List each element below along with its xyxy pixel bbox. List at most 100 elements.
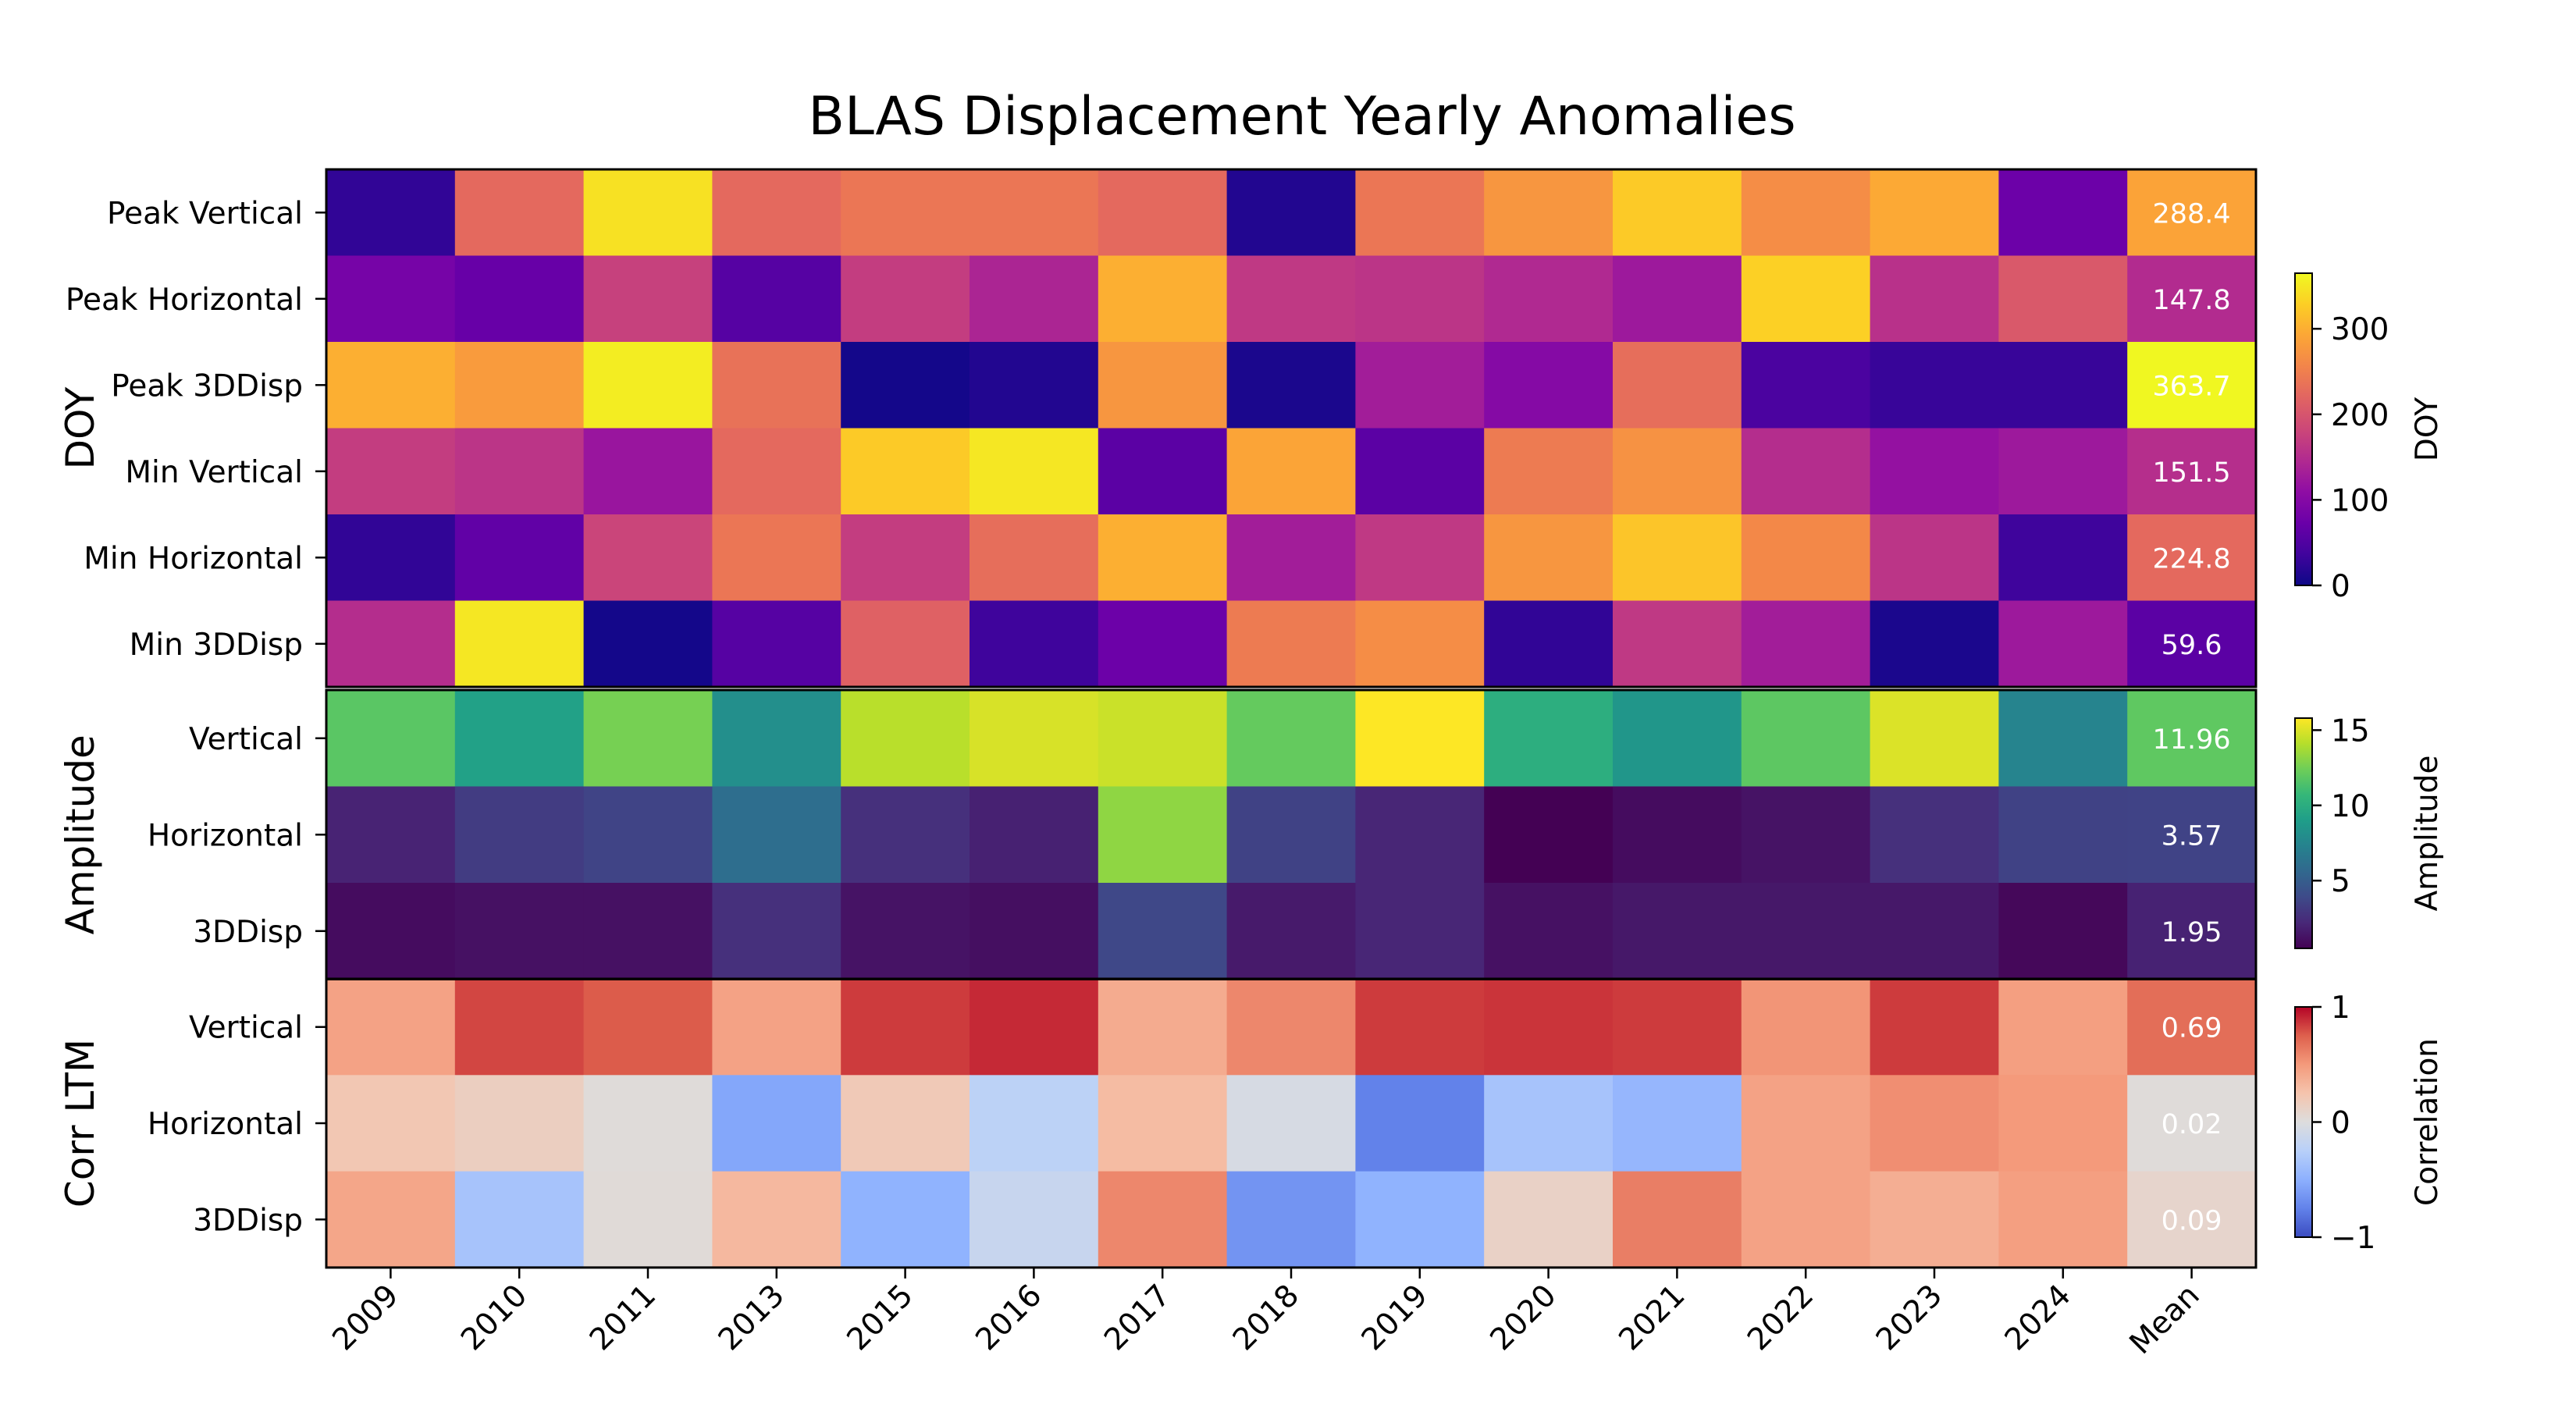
x-tick-label: 2021 (1612, 1278, 1692, 1357)
x-tick-label: 2022 (1741, 1278, 1820, 1357)
heatmap-cell (1226, 169, 1356, 257)
heatmap-cell (1998, 883, 2128, 980)
heatmap-cell (1613, 428, 1742, 515)
heatmap-cell (1098, 786, 1228, 884)
heatmap-cell (970, 883, 1099, 980)
heatmap-cell (1098, 342, 1228, 429)
heatmap-cell (841, 979, 970, 1076)
heatmap-cell (1098, 1171, 1228, 1268)
heatmap-cell (1355, 690, 1485, 788)
heatmap-cell (2127, 255, 2257, 343)
heatmap-cell (841, 786, 970, 884)
heatmap-cell (1226, 979, 1356, 1076)
heatmap-cell (1613, 1171, 1742, 1268)
heatmap-cell (712, 979, 841, 1076)
heatmap-cell (2127, 979, 2257, 1076)
heatmap-cell (1613, 786, 1742, 884)
colorbar-tick-label: 10 (2331, 789, 2370, 824)
heatmap-cell (1870, 600, 1999, 688)
heatmap-cell (1998, 1075, 2128, 1172)
heatmap-cell (326, 786, 456, 884)
colorbar-tick-label: 100 (2331, 483, 2389, 518)
heatmap-cell (454, 600, 585, 688)
heatmap-cell (1998, 979, 2128, 1076)
heatmap-cell (326, 690, 456, 788)
colorbar-label: DOY (2410, 397, 2445, 462)
heatmap-cell (1484, 169, 1614, 257)
heatmap-cell (326, 979, 456, 1076)
heatmap-cell (1613, 169, 1742, 257)
panel-label: Corr LTM (58, 1039, 103, 1208)
row-label: 3DDisp (193, 1203, 303, 1238)
heatmap-cell (841, 883, 970, 980)
row-label: Min Vertical (125, 455, 303, 490)
x-tick-label: 2013 (712, 1278, 792, 1357)
heatmap-cell (326, 514, 456, 602)
row-label: Vertical (189, 1011, 303, 1046)
colorbar-tick-label: 0 (2331, 569, 2350, 604)
heatmap-cell (583, 514, 713, 602)
cell-value-label: 363.7 (2152, 371, 2230, 402)
heatmap-cell (1870, 428, 1999, 515)
heatmap-cell (712, 428, 841, 515)
heatmap-cell (2127, 786, 2257, 884)
heatmap-cell (1613, 342, 1742, 429)
heatmap-cell (1484, 979, 1614, 1076)
colorbar-tick-label: 200 (2331, 398, 2389, 433)
heatmap-cell (1484, 690, 1614, 788)
x-tick-label: 2009 (326, 1278, 405, 1357)
heatmap-cell (1484, 600, 1614, 688)
heatmap-cell (1998, 600, 2128, 688)
heatmap-cell (841, 514, 970, 602)
heatmap-cell (583, 169, 713, 257)
heatmap-cell (1870, 169, 1999, 257)
colorbar (2294, 272, 2313, 586)
colorbar (2294, 717, 2313, 949)
heatmap-cell (454, 786, 585, 884)
row-label: 3DDisp (193, 915, 303, 950)
heatmap-cell (1741, 342, 1871, 429)
heatmap-cell (1741, 514, 1871, 602)
heatmap-cell (1741, 690, 1871, 788)
x-tick-label: 2019 (1355, 1278, 1435, 1357)
cell-value-label: 224.8 (2152, 543, 2230, 574)
cell-value-label: 0.69 (2161, 1013, 2222, 1044)
heatmap-cell (583, 342, 713, 429)
heatmap-cell (1355, 514, 1485, 602)
cell-value-label: 3.57 (2161, 820, 2222, 852)
heatmap-cell (841, 600, 970, 688)
heatmap-cell (970, 1171, 1099, 1268)
heatmap-cell (1741, 1171, 1871, 1268)
heatmap-cell (1098, 600, 1228, 688)
heatmap-cell (1741, 428, 1871, 515)
heatmap-cell (1870, 342, 1999, 429)
heatmap-cell (841, 342, 970, 429)
heatmap-cell (970, 1075, 1099, 1172)
heatmap-cell (841, 1171, 970, 1268)
heatmap-cell (454, 514, 585, 602)
heatmap-cell (1484, 514, 1614, 602)
heatmap-cell (583, 255, 713, 343)
heatmap-cell (1613, 690, 1742, 788)
heatmap-cell (1998, 786, 2128, 884)
row-label: Horizontal (148, 818, 303, 853)
heatmap-cell (1870, 979, 1999, 1076)
heatmap-cell (1613, 1075, 1742, 1172)
heatmap-cell (1355, 428, 1485, 515)
heatmap-cell (1613, 979, 1742, 1076)
heatmap-cell (454, 690, 585, 788)
heatmap-cell (841, 169, 970, 257)
heatmap-cell (712, 1075, 841, 1172)
heatmap-cell (1741, 600, 1871, 688)
heatmap-cell (454, 1075, 585, 1172)
heatmap-cell (1998, 428, 2128, 515)
colorbar-tick-label: 1 (2331, 991, 2350, 1026)
heatmap-cell (583, 786, 713, 884)
panel-label: DOY (58, 386, 103, 469)
heatmap-cell (1355, 1171, 1485, 1268)
heatmap-cell (326, 1075, 456, 1172)
heatmap-cell (841, 690, 970, 788)
heatmap-cell (1355, 786, 1485, 884)
heatmap-cell (1741, 169, 1871, 257)
colorbar-label: Correlation (2410, 1038, 2445, 1206)
